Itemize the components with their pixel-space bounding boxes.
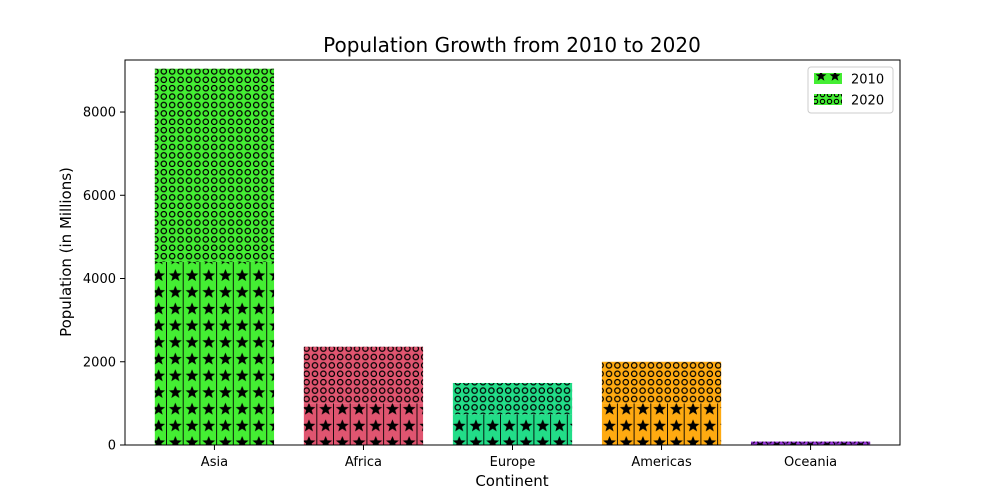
legend-label-2010: 2010: [851, 73, 884, 88]
legend-item-2020: 2020: [814, 94, 884, 109]
bar-hatch: [750, 443, 871, 445]
bar-europe-2020: [452, 382, 573, 415]
bar-hatch: [452, 414, 573, 445]
x-axis-label: Continent: [475, 472, 548, 490]
bar-oceania-2010: [750, 443, 871, 445]
y-tick-label: 8000: [83, 106, 116, 121]
bar-hatch: [601, 361, 722, 404]
bars-layer: [154, 68, 871, 445]
bar-hatch: [750, 441, 871, 444]
x-axis: Asia Africa Europe Americas Oceania: [201, 445, 837, 470]
y-tick-label: 0: [108, 439, 116, 454]
legend: 2010 2020: [807, 66, 894, 114]
x-tick-label-oceania: Oceania: [784, 455, 837, 470]
bar-hatch: [303, 403, 424, 445]
y-axis: 0 2000 4000 6000 8000: [83, 106, 125, 454]
chart-title: Population Growth from 2010 to 2020: [323, 33, 701, 57]
x-tick-label-europe: Europe: [490, 455, 536, 470]
bar-hatch: [154, 261, 275, 445]
y-tick-label: 2000: [83, 355, 116, 370]
bar-americas-2020: [601, 361, 722, 404]
bar-oceania-2020: [750, 441, 871, 444]
legend-swatch-hatch-2010: [814, 73, 842, 84]
bar-africa-2010: [303, 403, 424, 445]
bar-hatch: [303, 346, 424, 404]
y-tick-label: 4000: [83, 272, 116, 287]
x-tick-label-americas: Americas: [631, 455, 692, 470]
bar-asia-2010: [154, 261, 275, 445]
bar-hatch: [601, 403, 722, 445]
y-tick-label: 6000: [83, 189, 116, 204]
bar-europe-2010: [452, 414, 573, 445]
legend-label-2020: 2020: [851, 94, 884, 109]
legend-item-2010: 2010: [814, 73, 884, 88]
bar-americas-2010: [601, 403, 722, 445]
bar-hatch: [154, 68, 275, 262]
legend-swatch-hatch-2020: [814, 94, 842, 105]
bar-africa-2020: [303, 346, 424, 404]
bar-asia-2020: [154, 68, 275, 262]
bar-hatch: [452, 382, 573, 415]
x-tick-label-asia: Asia: [201, 455, 228, 470]
y-axis-label: Population (in Millions): [57, 167, 75, 337]
x-tick-label-africa: Africa: [345, 455, 382, 470]
